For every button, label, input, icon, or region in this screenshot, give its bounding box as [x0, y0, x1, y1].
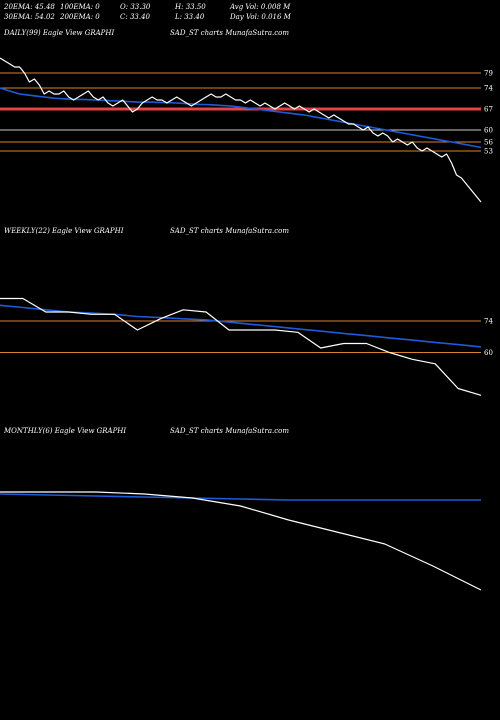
monthly-price-line — [0, 491, 482, 591]
avg-vol-stat: Avg Vol: 0.008 M — [230, 3, 291, 11]
ema100-stat: 100EMA: 0 — [60, 3, 100, 11]
open-stat: O: 33.30 — [120, 3, 151, 11]
daily-level-label-4: 56 — [484, 139, 493, 147]
weekly-level-label-1: 60 — [484, 349, 493, 357]
daily-ema-line — [0, 87, 482, 149]
ema30-stat: 30EMA: 54.02 — [4, 13, 55, 21]
close-stat: C: 33.40 — [120, 13, 150, 21]
daily-level-label-1: 74 — [484, 85, 493, 93]
weekly-ema-line — [0, 304, 482, 348]
daily-panel-site: SAD_ST charts MunafaSutra.com — [170, 29, 289, 37]
weekly-panel-site: SAD_ST charts MunafaSutra.com — [170, 227, 289, 235]
ema20-stat: 20EMA: 45.48 — [4, 3, 55, 11]
ema200-stat: 200EMA: 0 — [60, 13, 100, 21]
low-stat: L: 33.40 — [175, 13, 205, 21]
monthly-panel-title: MONTHLY(6) Eagle View GRAPHI — [4, 427, 127, 435]
high-stat: H: 33.50 — [175, 3, 206, 11]
weekly-panel-title: WEEKLY(22) Eagle View GRAPHI — [4, 227, 124, 235]
daily-level-label-5: 53 — [484, 148, 493, 156]
day-vol-stat: Day Vol: 0.016 M — [230, 13, 291, 21]
daily-price-line — [0, 57, 482, 203]
daily-level-label-3: 60 — [484, 127, 493, 135]
monthly-ema-line — [0, 493, 481, 501]
daily-level-label-2: 67 — [484, 106, 493, 114]
weekly-price-line — [0, 297, 482, 396]
weekly-level-label-0: 74 — [484, 318, 493, 326]
daily-level-label-0: 79 — [484, 70, 493, 78]
daily-panel-title: DAILY(99) Eagle View GRAPHI — [4, 29, 115, 37]
monthly-panel-site: SAD_ST charts MunafaSutra.com — [170, 427, 289, 435]
